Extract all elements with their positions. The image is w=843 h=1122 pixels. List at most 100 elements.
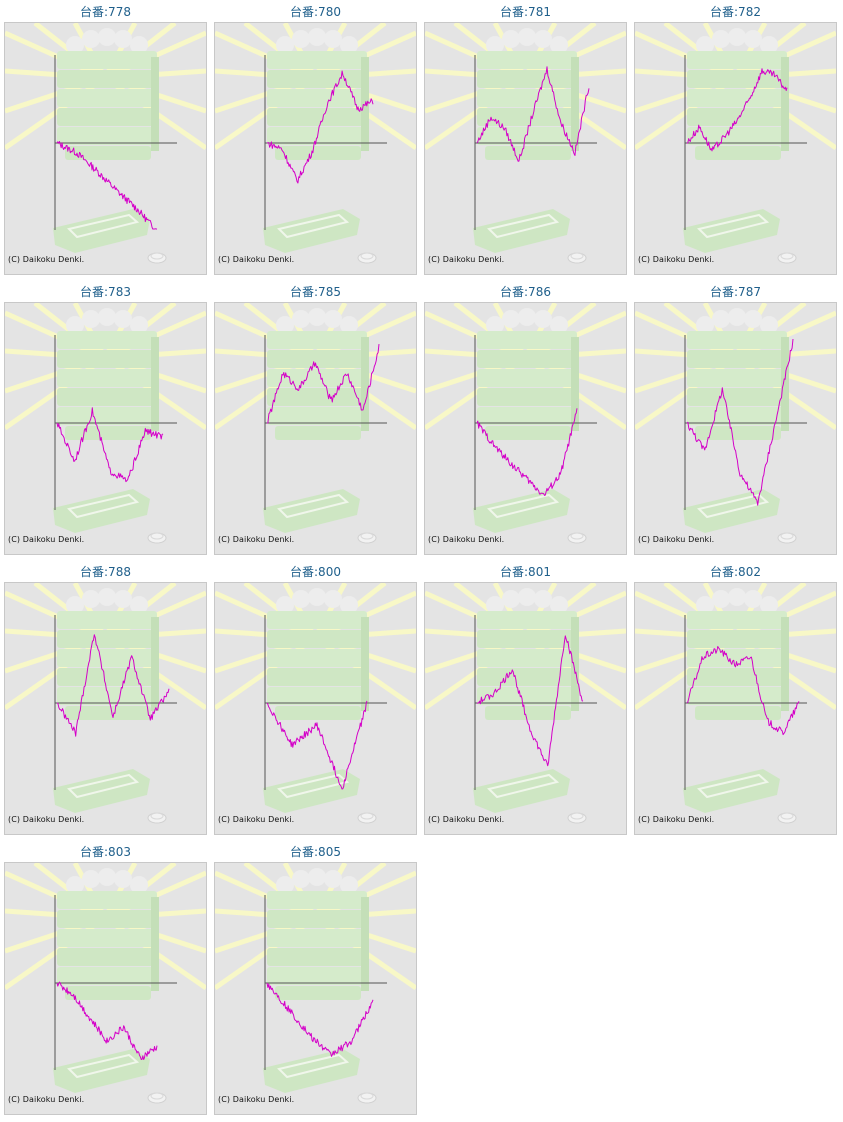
coin-pile bbox=[486, 588, 568, 614]
slump-graph[interactable]: (C) Daikoku Denki. bbox=[634, 582, 837, 835]
slump-graph-canvas bbox=[425, 303, 626, 544]
coin-pile bbox=[696, 308, 778, 334]
machine-number-link[interactable]: 台番:803 bbox=[80, 845, 131, 859]
coin-pile bbox=[276, 588, 358, 614]
machine-number-link[interactable]: 台番:800 bbox=[290, 565, 341, 579]
coin-pile bbox=[66, 588, 148, 614]
background-illustration bbox=[215, 583, 416, 824]
machine-cell: 台番:785 bbox=[214, 280, 417, 555]
slump-graph[interactable]: (C) Daikoku Denki. bbox=[634, 302, 837, 555]
slump-graph[interactable]: (C) Daikoku Denki. bbox=[214, 862, 417, 1115]
machine-number-link[interactable]: 台番:785 bbox=[290, 285, 341, 299]
background-illustration bbox=[5, 863, 206, 1104]
slump-graph-canvas bbox=[5, 23, 206, 264]
slump-graph[interactable]: (C) Daikoku Denki. bbox=[4, 22, 207, 275]
graph-axes bbox=[54, 55, 177, 230]
graph-axes bbox=[684, 55, 807, 230]
machine-number-link[interactable]: 台番:801 bbox=[500, 565, 551, 579]
slump-line bbox=[56, 634, 170, 737]
coin-pile bbox=[276, 28, 358, 54]
graph-axes bbox=[54, 895, 177, 1070]
stacked-trays bbox=[267, 51, 369, 160]
slump-line bbox=[686, 68, 788, 152]
machine-number-link[interactable]: 台番:788 bbox=[80, 565, 131, 579]
copyright-label: (C) Daikoku Denki. bbox=[428, 535, 505, 544]
flat-tray bbox=[473, 769, 570, 813]
stacked-trays bbox=[57, 891, 159, 1000]
coin-icon bbox=[147, 252, 167, 264]
flat-tray bbox=[683, 769, 780, 813]
machine-number-link[interactable]: 台番:782 bbox=[710, 5, 761, 19]
slump-graph-canvas bbox=[425, 583, 626, 824]
copyright-label: (C) Daikoku Denki. bbox=[638, 815, 715, 824]
slump-graph[interactable]: (C) Daikoku Denki. bbox=[4, 862, 207, 1115]
coin-pile bbox=[276, 868, 358, 894]
graph-axes bbox=[474, 615, 597, 790]
slump-graph[interactable]: (C) Daikoku Denki. bbox=[214, 22, 417, 275]
slump-graph-canvas bbox=[635, 23, 836, 264]
slump-line bbox=[476, 635, 584, 767]
machine-number-link[interactable]: 台番:780 bbox=[290, 5, 341, 19]
background-illustration bbox=[635, 583, 836, 824]
graph-axes bbox=[474, 55, 597, 230]
copyright-label: (C) Daikoku Denki. bbox=[428, 815, 505, 824]
stacked-trays bbox=[57, 331, 159, 440]
slump-graph[interactable]: (C) Daikoku Denki. bbox=[4, 302, 207, 555]
graph-axes bbox=[474, 335, 597, 510]
machine-number-link[interactable]: 台番:805 bbox=[290, 845, 341, 859]
slump-graph[interactable]: (C) Daikoku Denki. bbox=[424, 22, 627, 275]
machine-number-link[interactable]: 台番:802 bbox=[710, 565, 761, 579]
copyright-label: (C) Daikoku Denki. bbox=[218, 1095, 295, 1104]
coin-icon bbox=[777, 532, 797, 544]
stacked-trays bbox=[267, 891, 369, 1000]
slump-line bbox=[56, 407, 164, 483]
copyright-label: (C) Daikoku Denki. bbox=[218, 255, 295, 264]
machine-number-link[interactable]: 台番:781 bbox=[500, 5, 551, 19]
machine-number-link[interactable]: 台番:787 bbox=[710, 285, 761, 299]
copyright-label: (C) Daikoku Denki. bbox=[8, 535, 85, 544]
slump-graph-canvas bbox=[215, 583, 416, 824]
background-illustration bbox=[215, 863, 416, 1104]
background-illustration bbox=[5, 23, 206, 264]
machine-cell: 台番:778 bbox=[4, 0, 207, 275]
coin-pile bbox=[486, 28, 568, 54]
flat-tray bbox=[683, 209, 780, 253]
coin-icon bbox=[777, 252, 797, 264]
slump-graph-canvas bbox=[5, 303, 206, 544]
background-illustration bbox=[425, 23, 626, 264]
stacked-trays bbox=[477, 51, 579, 160]
coin-pile bbox=[66, 28, 148, 54]
background-illustration bbox=[635, 23, 836, 264]
flat-tray bbox=[473, 209, 570, 253]
slump-graph[interactable]: (C) Daikoku Denki. bbox=[634, 22, 837, 275]
stacked-trays bbox=[687, 611, 789, 720]
coin-icon bbox=[567, 532, 587, 544]
flat-tray bbox=[53, 769, 150, 813]
slump-graph[interactable]: (C) Daikoku Denki. bbox=[214, 582, 417, 835]
machine-number-link[interactable]: 台番:786 bbox=[500, 285, 551, 299]
machine-number-link[interactable]: 台番:778 bbox=[80, 5, 131, 19]
copyright-label: (C) Daikoku Denki. bbox=[8, 815, 85, 824]
slump-line bbox=[266, 982, 374, 1057]
machine-cell: 台番:803 bbox=[4, 840, 207, 1115]
machine-number-link[interactable]: 台番:783 bbox=[80, 285, 131, 299]
slump-graph[interactable]: (C) Daikoku Denki. bbox=[424, 302, 627, 555]
slump-graph[interactable]: (C) Daikoku Denki. bbox=[424, 582, 627, 835]
coin-pile bbox=[66, 308, 148, 334]
graph-axes bbox=[264, 55, 387, 230]
copyright-label: (C) Daikoku Denki. bbox=[8, 1095, 85, 1104]
stacked-trays bbox=[687, 331, 789, 440]
coin-icon bbox=[777, 812, 797, 824]
copyright-label: (C) Daikoku Denki. bbox=[8, 255, 85, 264]
slump-line bbox=[686, 646, 800, 736]
coin-icon bbox=[357, 252, 377, 264]
coin-icon bbox=[357, 812, 377, 824]
flat-tray bbox=[263, 769, 360, 813]
stacked-trays bbox=[267, 331, 369, 440]
background-illustration bbox=[635, 303, 836, 544]
slump-graph[interactable]: (C) Daikoku Denki. bbox=[214, 302, 417, 555]
slump-graph[interactable]: (C) Daikoku Denki. bbox=[4, 582, 207, 835]
copyright-label: (C) Daikoku Denki. bbox=[428, 255, 505, 264]
graph-axes bbox=[264, 895, 387, 1070]
machine-cell: 台番:781 bbox=[424, 0, 627, 275]
